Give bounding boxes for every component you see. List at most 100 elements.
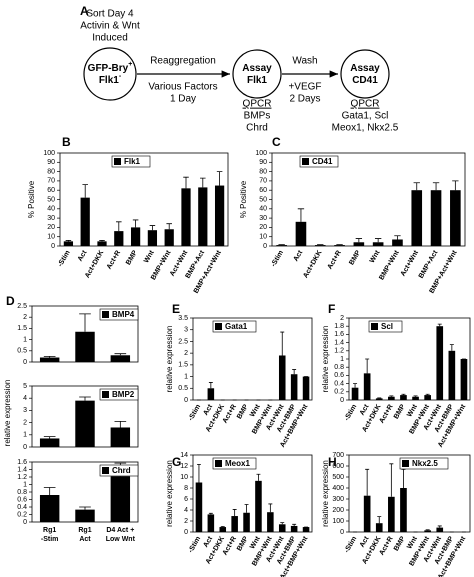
error-bar — [389, 463, 394, 497]
y-tick-label: 40 — [47, 206, 55, 213]
legend-swatch — [215, 323, 222, 330]
y-tick-label: 1.2 — [334, 348, 344, 355]
x-tick-label: Wnt — [143, 249, 156, 265]
y-tick-label: 100 — [332, 518, 344, 525]
plot-frame — [192, 317, 313, 401]
y-tick-label: 200 — [332, 507, 344, 514]
error-bar — [82, 184, 88, 198]
y-axis-label: relative expression — [3, 380, 12, 447]
error-bar — [43, 487, 56, 495]
y-tick-label: 5 — [23, 383, 27, 390]
panel-label: H — [328, 455, 337, 469]
error-bar — [114, 420, 127, 428]
node-text: Flk1- — [99, 73, 122, 86]
bar — [302, 527, 310, 532]
y-tick-label: 1.5 — [17, 325, 27, 332]
readout-text: QPCR — [351, 99, 380, 110]
y-tick-label: 2 — [23, 419, 27, 426]
error-bar — [196, 463, 201, 483]
error-bar — [43, 436, 56, 439]
error-bar — [79, 313, 91, 332]
bar — [424, 530, 431, 532]
bar — [164, 229, 174, 246]
y-axis-label: % Positive — [239, 180, 248, 218]
bar — [75, 331, 95, 362]
error-bar — [200, 177, 206, 188]
node-text: Assay — [242, 63, 272, 74]
y-tick-label: 0.4 — [17, 504, 27, 511]
bar — [39, 438, 60, 447]
bar — [39, 495, 60, 522]
bar — [436, 326, 444, 400]
legend-label: Nkx2.5 — [412, 459, 438, 468]
x-tick-label: Act — [79, 536, 91, 543]
x-tick-label: -Stim — [344, 535, 359, 554]
error-bar — [256, 473, 261, 481]
error-bar — [280, 522, 285, 525]
legend-box — [99, 388, 139, 401]
y-tick-label: 1 — [23, 481, 27, 488]
y-tick-label: 0 — [340, 529, 344, 536]
bar — [198, 187, 208, 246]
legend-label: BMP2 — [112, 390, 135, 399]
step-below: Various Factors — [148, 82, 217, 93]
y-tick-label: 90 — [259, 159, 267, 166]
bar — [195, 482, 203, 532]
bar — [207, 514, 215, 532]
error-bar — [116, 221, 122, 232]
plot-frame — [192, 454, 313, 533]
panel-label: D — [6, 294, 15, 308]
error-bar — [449, 344, 454, 351]
y-axis-label: relative expression — [321, 326, 330, 393]
bar — [388, 396, 395, 400]
bar — [181, 188, 191, 246]
bar — [243, 512, 250, 532]
legend-swatch — [102, 311, 109, 318]
y-tick-label: 100 — [43, 150, 55, 157]
panel-label: E — [172, 302, 180, 316]
y-tick-label: 90 — [47, 159, 55, 166]
y-tick-label: 10 — [47, 234, 55, 241]
error-bar — [432, 182, 440, 191]
step-below: +VEGF — [288, 82, 321, 93]
x-tick-label: -Stim — [270, 249, 285, 268]
bar — [372, 242, 384, 246]
y-tick-label: 0.5 — [178, 385, 188, 392]
x-tick-label: BMP — [236, 535, 250, 552]
legend-swatch — [302, 158, 309, 165]
readout-text: Meox1, Nkx2.5 — [332, 123, 399, 134]
bar — [114, 231, 124, 246]
node-text-main: Assay — [242, 63, 272, 74]
bar — [363, 495, 371, 532]
legend: BMP4 — [99, 308, 139, 321]
y-axis-label: relative expression — [321, 460, 330, 527]
y-tick-label: 20 — [47, 224, 55, 231]
y-tick-label: 0.8 — [17, 489, 27, 496]
legend-swatch — [114, 158, 121, 165]
legend: BMP2 — [99, 388, 139, 401]
error-bar — [413, 182, 420, 191]
bar — [110, 427, 131, 447]
start-text: Activin & Wnt — [80, 21, 140, 32]
step-above: Reaggregation — [150, 56, 216, 67]
bar — [412, 396, 419, 400]
start-text: Induced — [92, 33, 128, 44]
y-tick-label: 0 — [51, 243, 55, 250]
x-tick-label: BMP — [393, 535, 407, 552]
y-tick-label: 12 — [180, 463, 188, 470]
bar — [278, 524, 286, 532]
y-tick-label: 1.8 — [334, 323, 344, 330]
y-tick-label: 0.6 — [17, 496, 27, 503]
legend-swatch — [102, 467, 109, 474]
bar — [363, 373, 371, 400]
x-tick-label: -Stim — [57, 249, 72, 268]
error-bar — [216, 171, 223, 186]
bar — [97, 241, 107, 246]
error-bar — [132, 219, 139, 228]
y-tick-label: 0 — [184, 529, 188, 536]
bar — [353, 242, 365, 246]
bar — [75, 400, 95, 447]
node-text: CD41 — [352, 75, 378, 86]
y-tick-label: 100 — [255, 150, 267, 157]
